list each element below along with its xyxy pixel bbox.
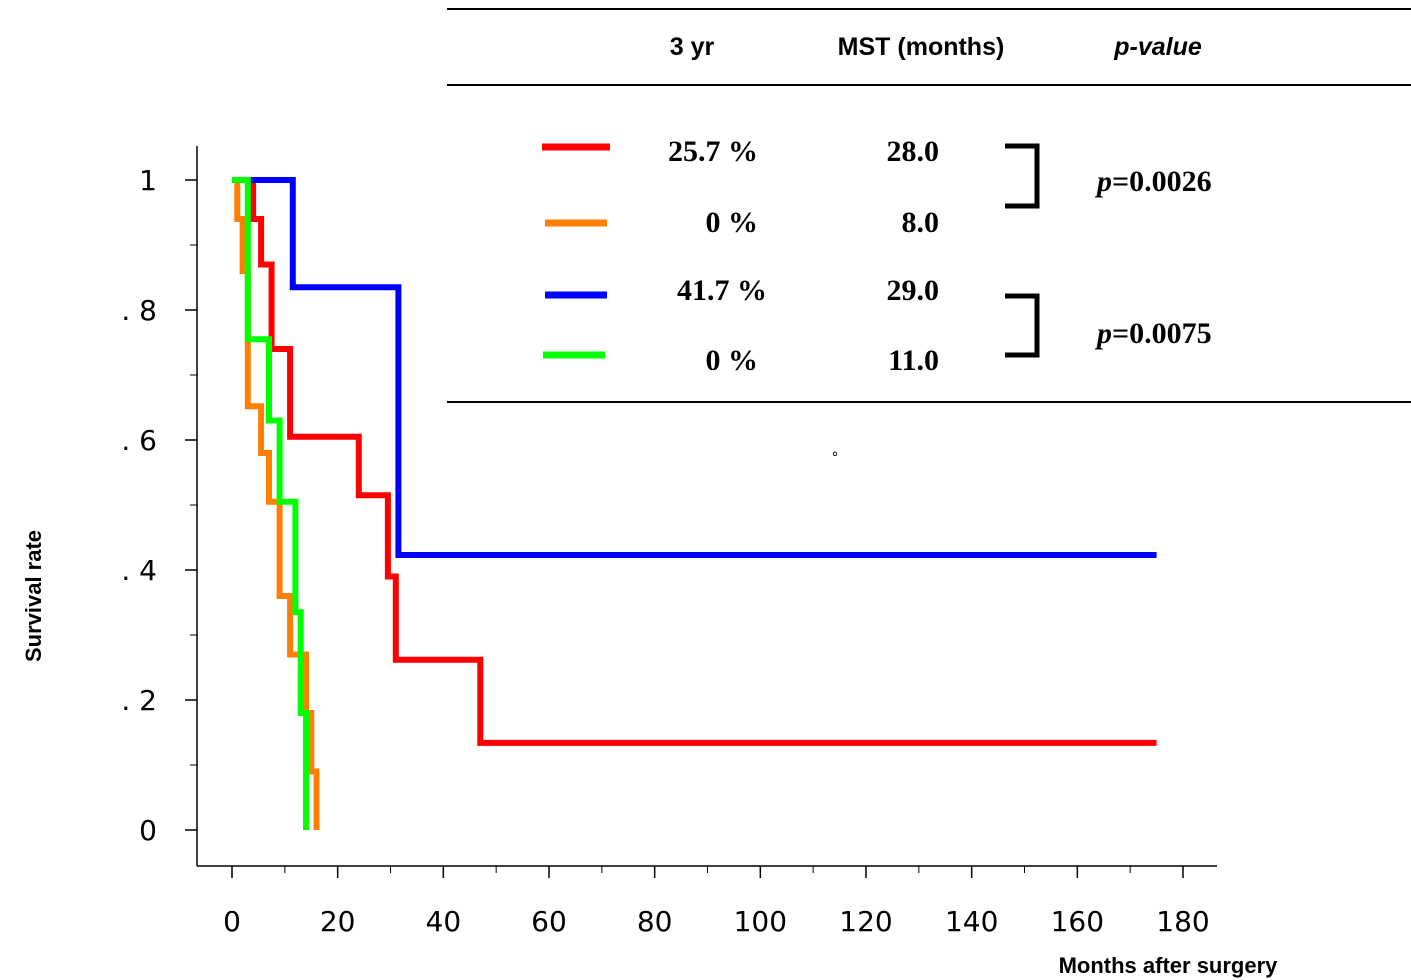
x-tick-label: 140 (945, 905, 998, 938)
bracket-bottom (1005, 293, 1040, 358)
header-mst: MST (months) (838, 33, 1005, 61)
y-tick-label: . 2 (121, 684, 157, 717)
row-orange-3yr: 0 % (706, 206, 759, 239)
x-tick-label: 160 (1051, 905, 1104, 938)
y-tick-label: . 6 (121, 424, 157, 457)
x-tick-label: 80 (637, 905, 673, 938)
y-axis-title: Survival rate (21, 530, 46, 662)
row-red-3yr: 25.7 % (668, 135, 758, 168)
row-green-mst: 11.0 (888, 344, 939, 377)
bracket-top (1005, 143, 1040, 209)
x-tick-label: 40 (426, 905, 462, 938)
pvalue-top: p=0.0026 (1094, 165, 1212, 198)
row-blue-mst: 29.0 (887, 274, 940, 307)
pvalue-bottom: p=0.0075 (1094, 317, 1212, 350)
x-axis-title: Months after surgery (1059, 953, 1279, 978)
y-tick-label: 1 (139, 164, 157, 197)
x-tick-label: 100 (734, 905, 787, 938)
header-3yr: 3 yr (670, 33, 715, 61)
x-tick-label: 60 (531, 905, 567, 938)
row-red-mst: 28.0 (887, 135, 940, 168)
series-blue-line (232, 177, 1157, 558)
x-tick-label: 0 (223, 905, 241, 938)
row-blue-3yr: 41.7 % (677, 274, 767, 307)
row-orange-mst: 8.0 (902, 206, 940, 239)
y-tick-label: 0 (139, 814, 157, 847)
series-red-line (232, 177, 1157, 746)
x-tick-label: 120 (839, 905, 892, 938)
y-tick-label: . 8 (121, 294, 157, 327)
series-green-line (232, 177, 309, 830)
x-tick-label: 180 (1156, 905, 1209, 938)
row-green-3yr: 0 % (706, 344, 759, 377)
stray-degree-mark: ° (832, 450, 839, 466)
x-tick-label: 20 (320, 905, 356, 938)
header-pvalue: p-value (1113, 33, 1202, 61)
series-orange-line (232, 177, 320, 830)
y-tick-label: . 4 (121, 554, 157, 587)
